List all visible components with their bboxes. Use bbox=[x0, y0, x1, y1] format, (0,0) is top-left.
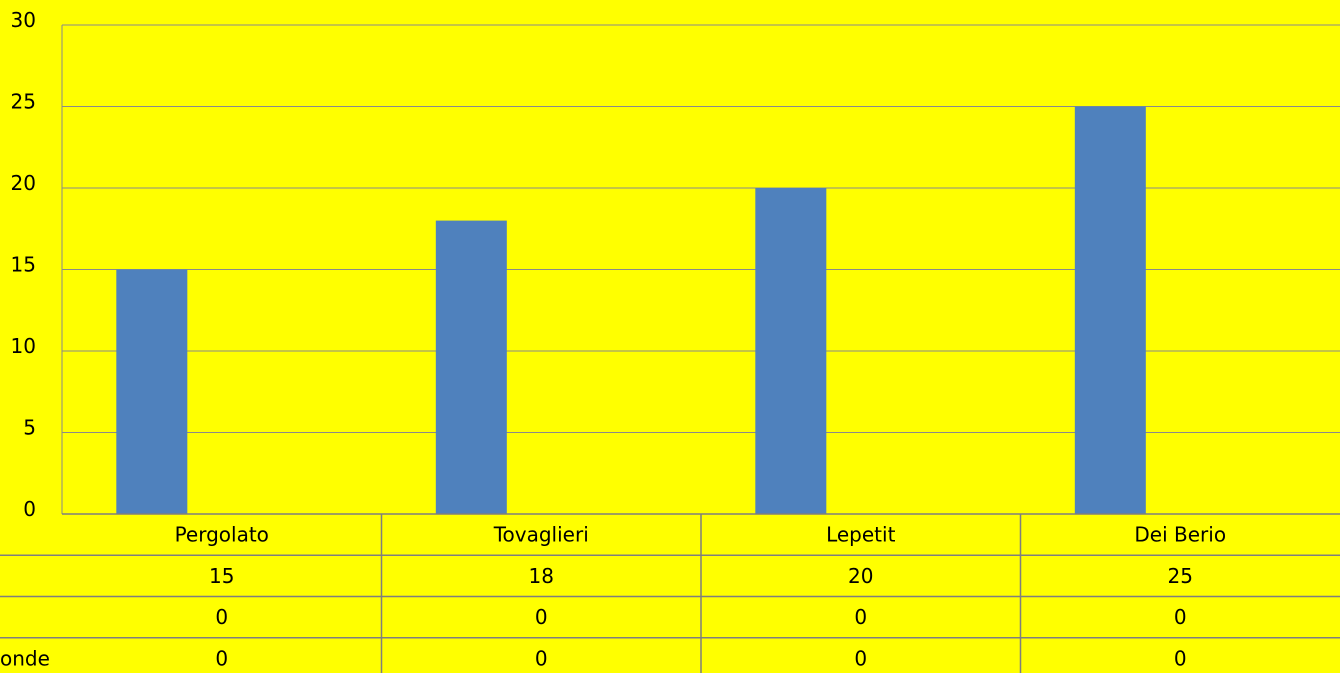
bar bbox=[116, 269, 188, 514]
table-value: 0 bbox=[535, 646, 548, 670]
category-label: Lepetit bbox=[826, 523, 895, 547]
data-table: Pergolato Tovaglieri Lepetit Dei Berio 15 18 2… bbox=[0, 513, 1340, 673]
table-row-label: onde bbox=[0, 646, 50, 670]
y-tick-label: 5 bbox=[23, 416, 36, 440]
table-value: 0 bbox=[1174, 646, 1187, 670]
bars bbox=[116, 106, 1146, 514]
table-value: 0 bbox=[854, 646, 867, 670]
table-value: 18 bbox=[529, 564, 554, 588]
table-value: 0 bbox=[215, 605, 228, 629]
table-value: 20 bbox=[848, 564, 873, 588]
y-tick-label: 10 bbox=[11, 334, 36, 358]
y-tick-label: 25 bbox=[11, 90, 36, 114]
y-tick-label: 20 bbox=[11, 171, 36, 195]
bar bbox=[1074, 106, 1146, 514]
table-value: 0 bbox=[535, 605, 548, 629]
gridlines bbox=[61, 24, 1340, 515]
bar bbox=[755, 188, 827, 514]
table-value: 15 bbox=[209, 564, 234, 588]
y-tick-label: 0 bbox=[23, 497, 36, 521]
table-value: 25 bbox=[1168, 564, 1193, 588]
y-tick-label: 15 bbox=[11, 253, 36, 277]
y-axis: 0 5 10 15 20 25 30 bbox=[11, 8, 36, 521]
category-label: Pergolato bbox=[175, 523, 269, 547]
table-value: 0 bbox=[1174, 605, 1187, 629]
table-value: 0 bbox=[215, 646, 228, 670]
bar bbox=[435, 220, 507, 514]
category-label: Tovaglieri bbox=[493, 523, 589, 547]
table-value: 0 bbox=[854, 605, 867, 629]
category-label: Dei Berio bbox=[1134, 523, 1226, 547]
y-tick-label: 30 bbox=[11, 8, 36, 32]
